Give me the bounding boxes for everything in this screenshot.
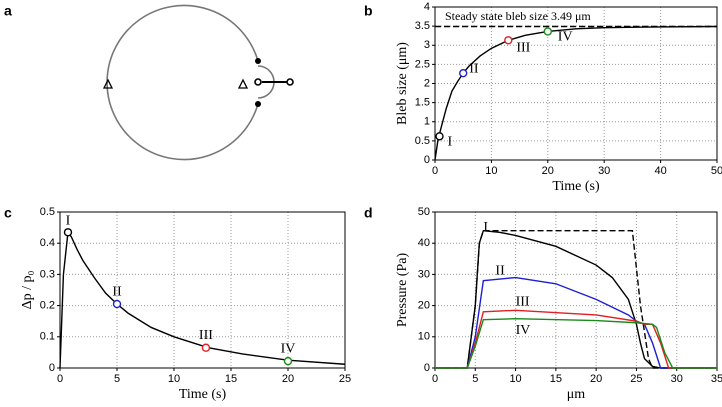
y-tick-label: 2.5 <box>415 58 430 70</box>
point-label: III <box>516 40 530 55</box>
x-tick-label: 15 <box>550 373 562 385</box>
plot-frame <box>59 211 346 369</box>
data-point <box>201 343 211 352</box>
y-tick-label: 3 <box>424 39 430 51</box>
y-tick-label: 50 <box>418 206 430 218</box>
y-tick-label: 0.4 <box>40 237 55 249</box>
y-tick-label: 1 <box>424 116 430 128</box>
triangle <box>237 78 249 89</box>
triangle <box>102 78 114 89</box>
x-tick-label: 50 <box>711 165 722 177</box>
y-tick-label: 1.5 <box>415 97 430 109</box>
node <box>255 58 261 64</box>
x-tick-label: 10 <box>509 373 521 385</box>
series-label: IV <box>516 323 531 338</box>
point-label: I <box>66 213 71 228</box>
data-line <box>435 276 717 369</box>
panel-label: d <box>364 205 373 221</box>
x-tick-label: 0 <box>432 373 438 385</box>
y-tick-label: 4 <box>424 1 430 13</box>
y-tick-label: 0.2 <box>40 300 55 312</box>
x-tick-label: 40 <box>654 165 666 177</box>
x-tick-label: 25 <box>339 373 351 385</box>
x-axis-label: μm <box>567 387 586 402</box>
panel-label: c <box>4 205 12 221</box>
data-line <box>435 230 717 369</box>
point-label: I <box>448 135 453 150</box>
y-tick-label: 0.5 <box>415 135 430 147</box>
point-label: II <box>112 284 122 299</box>
data-line <box>434 25 718 161</box>
y-tick-label: 0.5 <box>40 206 55 218</box>
x-tick-label: 0 <box>432 165 438 177</box>
y-tick-label: 20 <box>418 300 430 312</box>
y-tick-label: 30 <box>418 268 430 280</box>
y-tick-label: 0.1 <box>40 331 55 343</box>
node <box>286 78 294 86</box>
x-tick-label: 35 <box>711 373 722 385</box>
series-label: III <box>516 295 530 310</box>
x-tick-label: 30 <box>671 373 683 385</box>
y-tick-label: 2 <box>424 77 430 89</box>
x-axis-label: Time (s) <box>179 387 227 402</box>
data-point <box>504 36 513 45</box>
x-tick-label: 25 <box>630 373 642 385</box>
y-axis-label: Bleb size (μm) <box>395 42 410 125</box>
y-tick-label: 0 <box>424 154 430 166</box>
data-line <box>435 318 717 369</box>
x-tick-label: 5 <box>472 373 478 385</box>
data-point <box>459 68 468 78</box>
y-tick-label: 0 <box>49 362 55 374</box>
panel-label: a <box>4 3 12 19</box>
data-point <box>435 132 444 141</box>
data-point <box>283 356 293 366</box>
x-tick-label: 10 <box>168 373 180 385</box>
x-tick-label: 20 <box>590 373 602 385</box>
node <box>255 101 261 107</box>
cell-diagram <box>102 4 294 161</box>
series-label: I <box>483 220 488 235</box>
y-tick-label: 0.3 <box>40 268 55 280</box>
point-label: IV <box>558 30 573 45</box>
series-label: II <box>495 263 505 278</box>
data-point <box>63 228 73 237</box>
y-axis-label: Δp / p₀ <box>20 270 35 309</box>
x-tick-label: 20 <box>282 373 294 385</box>
plot-frame <box>434 6 718 161</box>
x-axis-label: Time (s) <box>552 179 600 194</box>
x-tick-label: 20 <box>542 165 554 177</box>
y-tick-label: 10 <box>418 331 430 343</box>
data-line <box>435 309 717 369</box>
point-label: IV <box>281 341 296 356</box>
plot-frame <box>434 211 718 369</box>
annotation: Steady state bleb size 3.49 μm <box>445 9 591 23</box>
cell-outline <box>106 4 259 161</box>
point-label: III <box>199 328 213 343</box>
data-point <box>112 299 122 309</box>
point-label: II <box>469 61 479 76</box>
x-tick-label: 10 <box>485 165 497 177</box>
x-tick-label: 0 <box>57 373 63 385</box>
y-tick-label: 40 <box>418 237 430 249</box>
node <box>254 78 262 86</box>
y-tick-label: 3.5 <box>415 20 430 32</box>
data-line <box>435 229 717 369</box>
y-axis-label: Pressure (Pa) <box>395 253 410 328</box>
x-tick-label: 15 <box>225 373 237 385</box>
y-tick-label: 0 <box>424 362 430 374</box>
panel-label: b <box>364 3 373 19</box>
x-tick-label: 5 <box>114 373 120 385</box>
data-point <box>543 27 552 36</box>
x-tick-label: 30 <box>598 165 610 177</box>
